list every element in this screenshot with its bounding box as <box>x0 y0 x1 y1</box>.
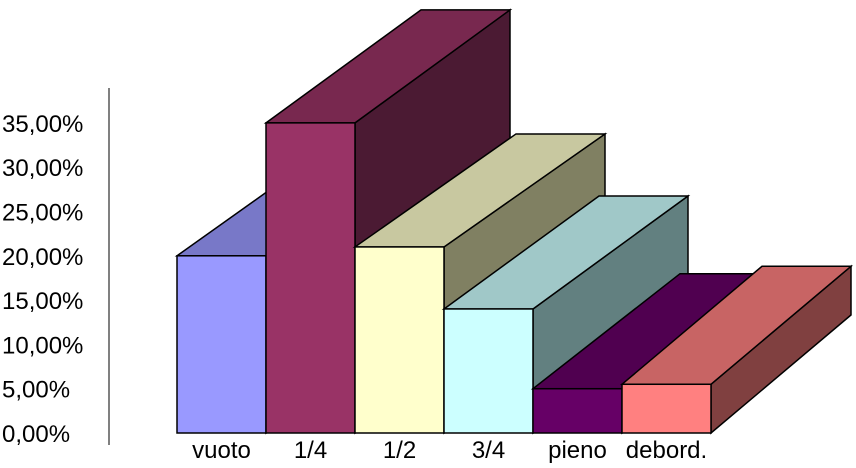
bar-front-face <box>443 308 534 434</box>
y-tick-label: 15,00% <box>2 288 83 315</box>
bar-front-face <box>532 387 623 434</box>
y-tick-label: 5,00% <box>2 377 70 404</box>
x-tick-label: 3/4 <box>472 437 505 464</box>
bar <box>619 264 854 435</box>
bars <box>174 8 854 435</box>
x-tick-label: debord. <box>626 437 707 464</box>
x-tick-label: 1/2 <box>383 437 416 464</box>
x-axis-labels: vuoto 1/4 1/2 3/4 pieno debord. <box>192 437 707 464</box>
y-tick-label: 0,00% <box>2 421 70 448</box>
y-tick-label: 10,00% <box>2 332 83 359</box>
x-tick-label: 1/4 <box>294 437 327 464</box>
y-tick-label: 20,00% <box>2 244 83 271</box>
bar-front-face <box>354 246 445 434</box>
bar-front-face <box>265 122 356 434</box>
x-tick-label: vuoto <box>192 437 251 464</box>
x-tick-label: pieno <box>548 437 607 464</box>
y-tick-label: 25,00% <box>2 200 83 227</box>
bar-front-face <box>621 383 712 434</box>
bar-front-face <box>176 255 267 434</box>
y-tick-label: 35,00% <box>2 111 83 138</box>
y-axis-ticks: 0,00% 5,00% 10,00% 15,00% 20,00% 25,00% 30,00%… <box>2 111 83 448</box>
y-tick-label: 30,00% <box>2 155 83 182</box>
